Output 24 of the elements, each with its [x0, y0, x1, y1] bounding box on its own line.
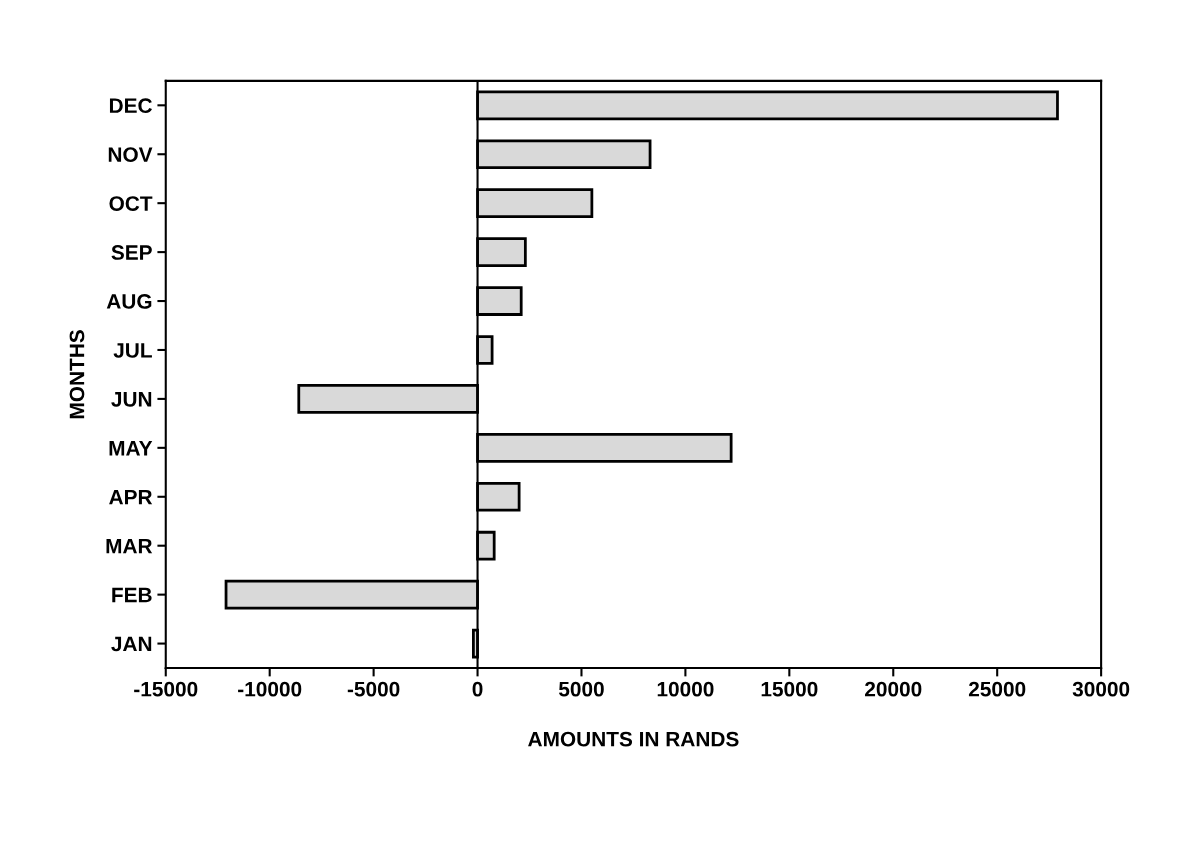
x-tick-label: 10000 — [657, 681, 714, 697]
x-tick-label: 25000 — [968, 681, 1026, 697]
y-tick-label: MAY — [109, 441, 153, 456]
y-tick-label: JUN — [111, 392, 152, 407]
y-tick-label: JUL — [113, 343, 152, 358]
x-tick-label: -5000 — [347, 681, 400, 697]
x-tick-label: -10000 — [238, 681, 302, 697]
x-tick-label: -15000 — [134, 681, 198, 697]
y-tick-label: OCT — [109, 196, 153, 211]
x-tick-label: 5000 — [558, 681, 604, 697]
y-tick-label: SEP — [111, 245, 152, 260]
x-tick-label: 20000 — [865, 681, 922, 697]
y-tick-label: MAR — [106, 538, 153, 554]
x-tick-label: 15000 — [761, 681, 818, 697]
x-tick-label: 0 — [472, 681, 483, 697]
y-tick-label: APR — [109, 489, 153, 505]
x-tick-label: 30000 — [1072, 681, 1130, 697]
y-tick-label: DEC — [109, 98, 152, 114]
x-axis-title: AMOUNTS IN RANDS — [528, 731, 739, 747]
y-tick-label: AUG — [106, 294, 152, 309]
y-tick-label: JAN — [111, 636, 152, 652]
y-axis-title: MONTHS — [69, 330, 85, 419]
y-tick-label: FEB — [112, 587, 152, 603]
y-tick-label: NOV — [108, 147, 153, 162]
